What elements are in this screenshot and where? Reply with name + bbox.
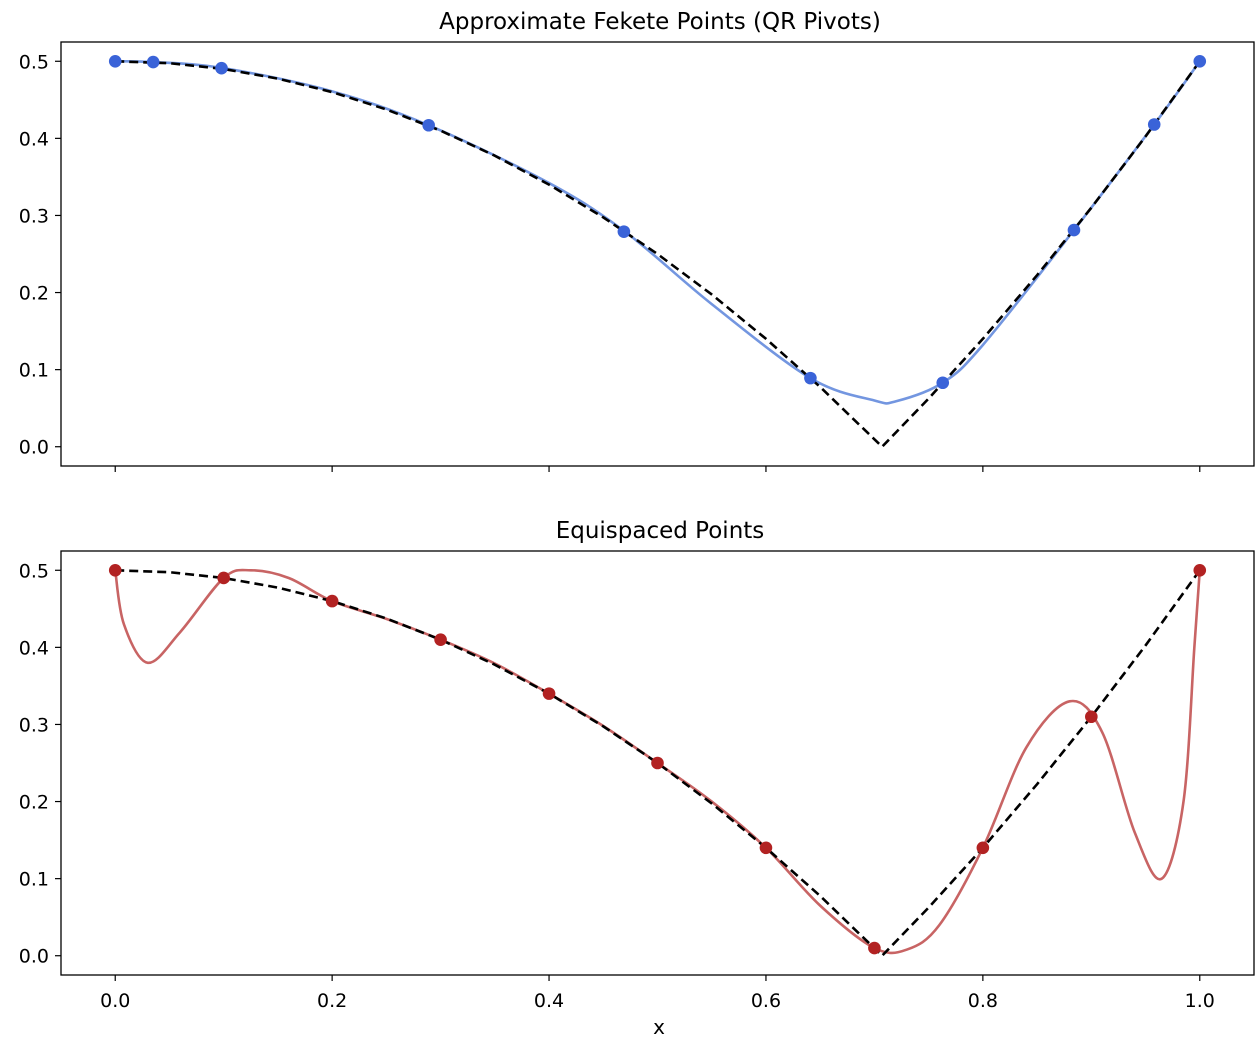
x-tick-label: 0.6 [751,990,781,1012]
x-axis-label: x [653,1015,665,1039]
data-point [1193,54,1207,68]
x-tick-label: 1.0 [1185,990,1215,1012]
panel-title: Equispaced Points [556,518,765,544]
data-point [1147,118,1161,131]
reference-function-line [115,568,1201,958]
y-tick-label: 0.1 [19,869,49,891]
data-point [215,61,228,75]
x-tick-label: 0.0 [100,990,130,1012]
data-point [976,841,990,855]
data-point [108,563,122,577]
data-point [434,633,447,646]
data-point [804,371,817,385]
axes-frame [60,550,1255,976]
plot-area [108,54,1207,449]
axes-frame [60,41,1255,467]
data-point [422,118,435,132]
y-tick-label: 0.2 [19,792,49,814]
data-point [146,55,160,69]
fekete-points-panel: Approximate Fekete Points (QR Pivots) 0.… [19,9,1255,472]
y-tick-label: 0.2 [19,283,49,305]
data-point [1067,223,1081,237]
data-point [651,756,664,770]
data-point [325,594,339,608]
y-tick-label: 0.3 [19,714,49,736]
y-tick-label: 0.0 [19,946,49,968]
x-tick-label: 0.2 [317,990,347,1012]
equispaced-points-panel: Equispaced Points x 0.0 0.1 0.2 0.3 0.4 0.5 0.… [19,518,1255,1039]
data-point [936,376,950,390]
data-point [1085,710,1098,724]
data-point [868,941,881,955]
reference-function-line [115,59,1201,449]
panel-title: Approximate Fekete Points (QR Pivots) [439,9,881,35]
y-tick-label: 0.4 [19,128,49,150]
y-tick-label: 0.1 [19,360,49,382]
data-point [217,571,230,585]
data-point [1193,563,1207,577]
y-tick-label: 0.5 [19,51,49,73]
y-tick-label: 0.3 [19,205,49,227]
y-tick-label: 0.0 [19,437,49,459]
x-tick-label: 0.4 [534,990,564,1012]
y-tick-label: 0.4 [19,637,49,659]
plot-area [108,563,1207,958]
data-point [759,841,773,855]
data-point [542,687,556,700]
data-point [108,54,122,68]
y-tick-label: 0.5 [19,560,49,582]
x-tick-label: 0.8 [968,990,998,1012]
data-point [617,225,631,238]
